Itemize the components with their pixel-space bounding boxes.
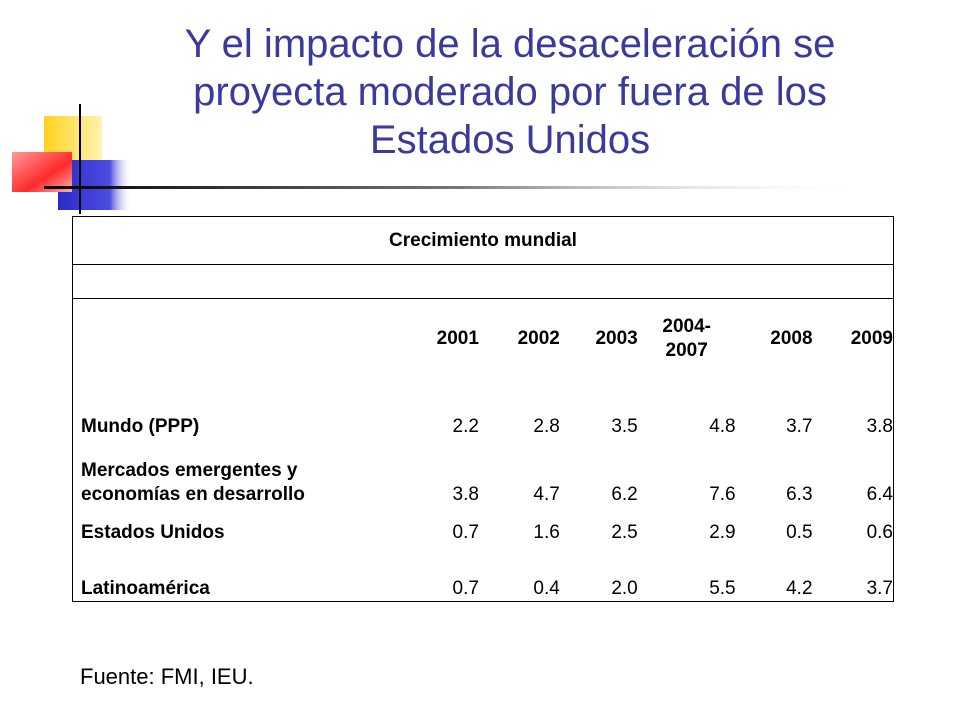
table-row: Mundo (PPP) 2.2 2.8 3.5 4.8 3.7 3.8: [73, 407, 894, 447]
table-row: Mercados emergentes y economías en desar…: [73, 447, 894, 507]
row-label-line-1: Mercados emergentes y: [81, 460, 298, 481]
cell-value: 2.5: [611, 522, 638, 543]
cell-value: 4.7: [533, 484, 560, 505]
row-label: Estados Unidos: [81, 522, 225, 543]
cell-value: 0.5: [786, 522, 813, 543]
cell-value: 2.8: [533, 416, 560, 437]
title-line-3: Estados Unidos: [369, 118, 651, 162]
cell-value: 3.8: [452, 484, 479, 505]
cell-value: 3.5: [611, 416, 638, 437]
table-caption: Crecimiento mundial: [72, 216, 894, 265]
red-square: [12, 152, 72, 192]
row-label: Latinoamérica: [81, 578, 210, 599]
cell-value: 5.5: [709, 578, 736, 599]
decorative-squares: [12, 104, 874, 214]
header-blank: [73, 299, 403, 380]
year-header: 2004- 2007: [662, 316, 711, 361]
cell-value: 2.0: [611, 578, 638, 599]
cell-value: 3.7: [786, 416, 813, 437]
cell-value: 3.7: [866, 578, 893, 599]
cell-value: 7.6: [709, 484, 736, 505]
growth-table: Crecimiento mundial 2001 2002 2003 2004-…: [72, 216, 894, 602]
vertical-rule: [79, 104, 81, 214]
cell-value: 0.7: [452, 522, 479, 543]
cell-value: 6.3: [786, 484, 813, 505]
cell-value: 2.2: [452, 416, 479, 437]
cell-value: 0.4: [533, 578, 560, 599]
cell-value: 3.8: [866, 416, 893, 437]
horizontal-rule: [44, 186, 874, 189]
title-line-1: Y el impacto de la desaceleración se: [184, 22, 836, 66]
title-line-2: proyecta moderado por fuera de los: [193, 70, 827, 114]
cell-value: 0.7: [452, 578, 479, 599]
row-label-line-2: economías en desarrollo: [81, 484, 305, 505]
year-header-row: 2001 2002 2003 2004- 2007 2008 2009: [73, 299, 894, 380]
cell-value: 0.6: [866, 522, 893, 543]
cell-value: 1.6: [533, 522, 560, 543]
cell-value: 6.2: [611, 484, 638, 505]
year-header: 2001: [436, 328, 479, 349]
table-row: Latinoamérica 0.7 0.4 2.0 5.5 4.2 3.7: [73, 559, 894, 602]
table-row: Estados Unidos 0.7 1.6 2.5 2.9 0.5 0.6: [73, 507, 894, 559]
cell-value: 6.4: [866, 484, 893, 505]
cell-value: 4.2: [786, 578, 813, 599]
year-header: 2008: [770, 328, 813, 349]
cell-value: 2.9: [709, 522, 736, 543]
slide-title: Y el impacto de la desaceleración se pro…: [120, 20, 900, 164]
row-label: Mundo (PPP): [81, 416, 200, 437]
year-header: 2003: [595, 328, 638, 349]
source-note: Fuente: FMI, IEU.: [80, 664, 254, 689]
row-label: Mercados emergentes y economías en desar…: [73, 447, 403, 507]
cell-value: 4.8: [709, 416, 736, 437]
year-header: 2002: [517, 328, 560, 349]
spacer-row: [73, 379, 894, 407]
empty-row: [72, 264, 894, 299]
year-header: 2009: [850, 328, 893, 349]
